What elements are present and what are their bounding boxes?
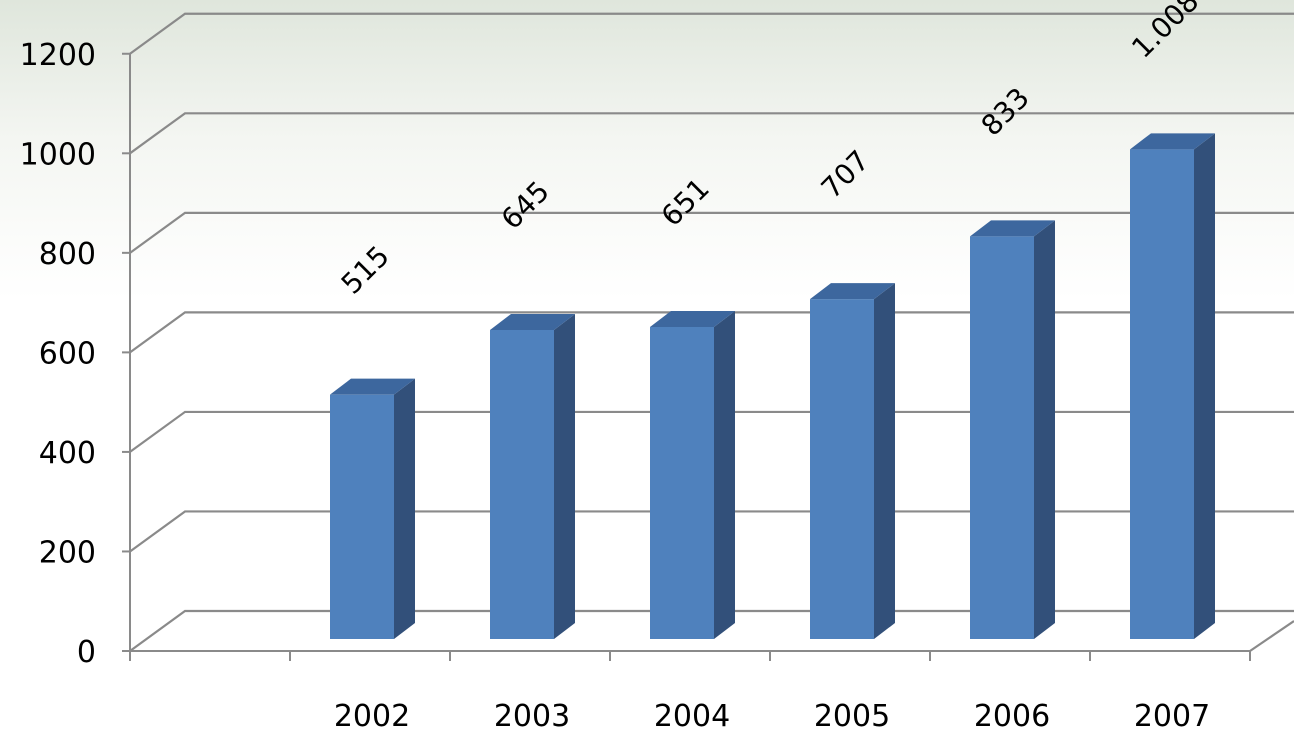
bars	[330, 133, 1215, 639]
gridline	[129, 410, 1294, 453]
bar-front	[490, 329, 554, 639]
data-label: 645	[495, 175, 556, 236]
bar-side	[1034, 220, 1055, 639]
bar-top	[970, 220, 1055, 237]
y-tick-label: 800	[39, 237, 96, 272]
bar	[330, 378, 415, 639]
y-axis-tick-labels: 0 200 400 600 800 1000 1200	[20, 38, 96, 670]
axes	[122, 52, 1251, 661]
y-tick-label: 600	[39, 336, 96, 371]
gridline	[129, 609, 1294, 652]
gridlines	[129, 12, 1294, 652]
bar-front	[650, 326, 714, 639]
gridline	[129, 211, 1294, 254]
bar-top	[490, 313, 575, 330]
bar-side	[714, 310, 735, 639]
y-tick-label: 200	[39, 535, 96, 570]
bar-front	[330, 394, 394, 639]
y-tick-label: 1200	[20, 38, 96, 73]
bar-side	[394, 378, 415, 639]
bar-top	[330, 378, 415, 395]
data-label: 707	[815, 144, 876, 205]
bar-front	[970, 236, 1034, 639]
data-label: 833	[975, 81, 1036, 142]
bar	[650, 310, 735, 639]
data-label: 515	[335, 239, 396, 300]
gridline	[129, 510, 1294, 553]
x-tick-label: 2005	[814, 699, 890, 731]
gridline	[129, 311, 1294, 354]
y-tick-label: 0	[77, 635, 96, 670]
gridline	[129, 12, 1294, 55]
floor-edge	[1249, 620, 1294, 652]
y-tick-label: 1000	[20, 137, 96, 172]
x-tick-label: 2002	[334, 699, 410, 731]
bar-side	[554, 313, 575, 639]
x-tick-label: 2007	[1134, 699, 1210, 731]
bar-front	[810, 299, 874, 639]
data-label: 1.008	[1125, 0, 1205, 65]
bar-side	[874, 283, 895, 639]
x-tick-label: 2006	[974, 699, 1050, 731]
x-tick-label: 2003	[494, 699, 570, 731]
bar	[490, 313, 575, 639]
bar	[1130, 133, 1215, 639]
y-tick-label: 400	[39, 436, 96, 471]
gridline	[129, 112, 1294, 155]
bar-side	[1194, 133, 1215, 639]
bar-top	[650, 310, 735, 327]
bar-top	[1130, 133, 1215, 150]
data-labels: 515 645 651 707 833 1.008	[335, 0, 1206, 301]
bar-top	[810, 283, 895, 300]
x-axis-tick-labels: 2002 2003 2004 2005 2006 2007	[334, 699, 1210, 731]
x-tick-label: 2004	[654, 699, 730, 731]
bar-front	[1130, 149, 1194, 639]
bar	[810, 283, 895, 639]
data-label: 651	[655, 172, 716, 233]
bar	[970, 220, 1055, 639]
